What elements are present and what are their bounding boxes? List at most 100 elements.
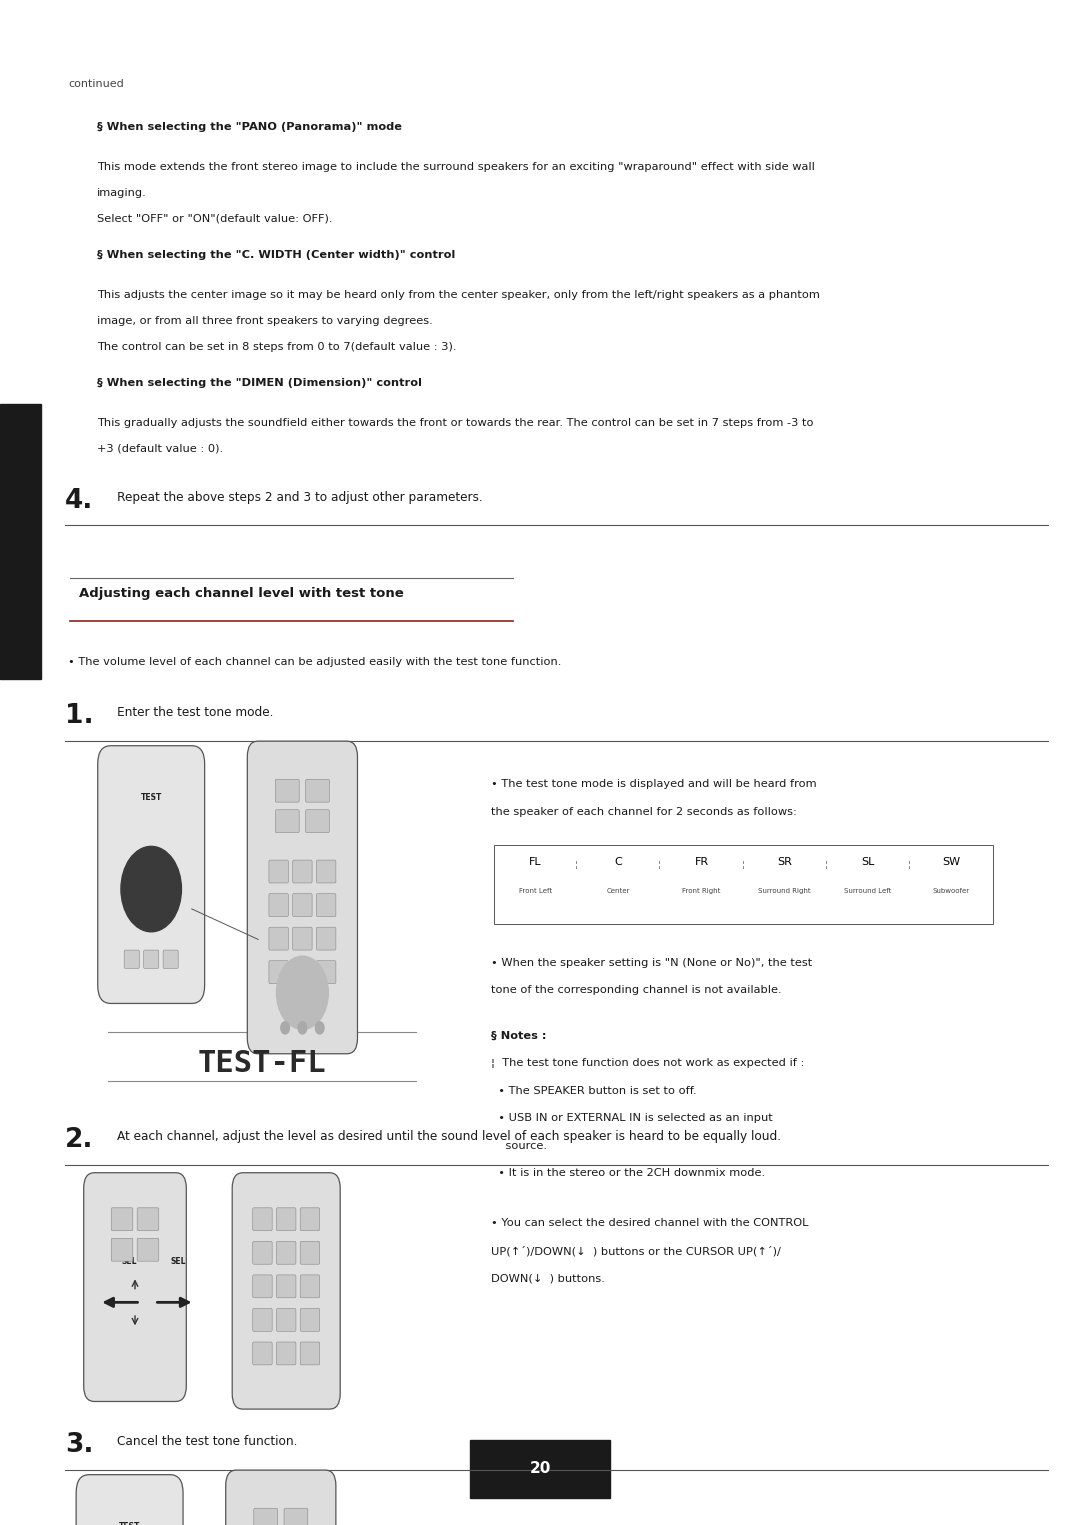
Text: Enter the test tone mode.: Enter the test tone mode. <box>117 706 273 720</box>
Text: ¦: ¦ <box>659 860 661 869</box>
FancyBboxPatch shape <box>253 1308 272 1331</box>
Text: ¦: ¦ <box>576 860 578 869</box>
Text: FL: FL <box>529 857 541 868</box>
FancyBboxPatch shape <box>253 1241 272 1264</box>
FancyBboxPatch shape <box>111 1238 133 1261</box>
FancyBboxPatch shape <box>306 779 329 802</box>
FancyBboxPatch shape <box>293 927 312 950</box>
FancyBboxPatch shape <box>97 746 205 1003</box>
Text: TEST-FL: TEST-FL <box>198 1049 326 1078</box>
Text: Select "OFF" or "ON"(default value: OFF).: Select "OFF" or "ON"(default value: OFF)… <box>97 214 333 224</box>
FancyBboxPatch shape <box>163 950 178 968</box>
Text: image, or from all three front speakers to varying degrees.: image, or from all three front speakers … <box>97 316 433 326</box>
Text: UP(↑´)/DOWN(↓  ) buttons or the CURSOR UP(↑´)/: UP(↑´)/DOWN(↓ ) buttons or the CURSOR UP… <box>491 1246 781 1257</box>
Text: Front Right: Front Right <box>683 888 720 894</box>
Circle shape <box>315 1022 324 1034</box>
Text: 4.: 4. <box>65 488 93 514</box>
Text: SEL: SEL <box>171 1257 186 1266</box>
Text: This adjusts the center image so it may be heard only from the center speaker, o: This adjusts the center image so it may … <box>97 290 820 300</box>
FancyBboxPatch shape <box>137 1208 159 1231</box>
Text: DOWN(↓  ) buttons.: DOWN(↓ ) buttons. <box>491 1273 605 1284</box>
FancyBboxPatch shape <box>276 1342 296 1365</box>
Text: • It is in the stereo or the 2CH downmix mode.: • It is in the stereo or the 2CH downmix… <box>491 1168 766 1179</box>
FancyBboxPatch shape <box>300 1208 320 1231</box>
Text: TEST: TEST <box>140 793 162 802</box>
FancyBboxPatch shape <box>111 1208 133 1231</box>
FancyBboxPatch shape <box>269 860 288 883</box>
Text: • The SPEAKER button is set to off.: • The SPEAKER button is set to off. <box>491 1086 697 1096</box>
Text: FR: FR <box>694 857 708 868</box>
Text: continued: continued <box>68 79 124 90</box>
FancyBboxPatch shape <box>124 950 139 968</box>
Bar <box>494 845 993 924</box>
FancyBboxPatch shape <box>316 860 336 883</box>
FancyBboxPatch shape <box>254 1508 278 1525</box>
FancyBboxPatch shape <box>144 950 159 968</box>
Text: ¦: ¦ <box>825 860 827 869</box>
FancyBboxPatch shape <box>269 961 288 984</box>
Text: ¦  The test tone function does not work as expected if :: ¦ The test tone function does not work a… <box>491 1058 805 1069</box>
Text: ENGLISH: ENGLISH <box>15 515 26 567</box>
FancyBboxPatch shape <box>269 894 288 917</box>
Text: Cancel the test tone function.: Cancel the test tone function. <box>117 1435 297 1449</box>
Text: Subwoofer: Subwoofer <box>932 888 970 894</box>
FancyBboxPatch shape <box>226 1470 336 1525</box>
Text: SEL: SEL <box>122 1257 137 1266</box>
FancyBboxPatch shape <box>137 1238 159 1261</box>
FancyBboxPatch shape <box>232 1173 340 1409</box>
Text: SW: SW <box>942 857 960 868</box>
Text: 2.: 2. <box>65 1127 93 1153</box>
Circle shape <box>281 1022 289 1034</box>
Text: § Notes :: § Notes : <box>491 1031 546 1042</box>
Text: § When selecting the "PANO (Panorama)" mode: § When selecting the "PANO (Panorama)" m… <box>97 122 402 133</box>
Text: • The test tone mode is displayed and will be heard from: • The test tone mode is displayed and wi… <box>491 779 818 790</box>
Text: Surround Right: Surround Right <box>758 888 811 894</box>
Circle shape <box>298 1022 307 1034</box>
Text: imaging.: imaging. <box>97 188 147 198</box>
Text: Adjusting each channel level with test tone: Adjusting each channel level with test t… <box>79 587 404 601</box>
FancyBboxPatch shape <box>275 779 299 802</box>
Text: +3 (default value : 0).: +3 (default value : 0). <box>97 444 224 454</box>
FancyBboxPatch shape <box>300 1308 320 1331</box>
Text: ¦: ¦ <box>742 860 744 869</box>
Text: SR: SR <box>778 857 792 868</box>
FancyBboxPatch shape <box>293 860 312 883</box>
Text: source.: source. <box>491 1141 548 1151</box>
Text: The control can be set in 8 steps from 0 to 7(default value : 3).: The control can be set in 8 steps from 0… <box>97 342 457 352</box>
Text: Repeat the above steps 2 and 3 to adjust other parameters.: Repeat the above steps 2 and 3 to adjust… <box>117 491 483 505</box>
FancyBboxPatch shape <box>300 1241 320 1264</box>
Text: C: C <box>615 857 622 868</box>
FancyBboxPatch shape <box>293 894 312 917</box>
Text: 20: 20 <box>529 1461 551 1476</box>
FancyBboxPatch shape <box>276 1208 296 1231</box>
Text: TEST: TEST <box>119 1522 140 1525</box>
FancyBboxPatch shape <box>316 961 336 984</box>
FancyBboxPatch shape <box>253 1208 272 1231</box>
Text: tone of the corresponding channel is not available.: tone of the corresponding channel is not… <box>491 985 782 996</box>
Text: This gradually adjusts the soundfield either towards the front or towards the re: This gradually adjusts the soundfield ei… <box>97 418 813 429</box>
Text: • USB IN or EXTERNAL IN is selected as an input: • USB IN or EXTERNAL IN is selected as a… <box>491 1113 773 1124</box>
FancyBboxPatch shape <box>269 927 288 950</box>
FancyBboxPatch shape <box>300 1275 320 1298</box>
Text: 1.: 1. <box>65 703 94 729</box>
FancyBboxPatch shape <box>275 810 299 833</box>
Text: Center: Center <box>607 888 630 894</box>
FancyBboxPatch shape <box>276 1275 296 1298</box>
FancyBboxPatch shape <box>253 1342 272 1365</box>
Text: § When selecting the "C. WIDTH (Center width)" control: § When selecting the "C. WIDTH (Center w… <box>97 250 456 261</box>
FancyBboxPatch shape <box>76 1475 183 1525</box>
FancyBboxPatch shape <box>284 1508 308 1525</box>
FancyBboxPatch shape <box>276 1241 296 1264</box>
Text: SL: SL <box>861 857 875 868</box>
FancyBboxPatch shape <box>253 1275 272 1298</box>
Text: 3.: 3. <box>65 1432 93 1458</box>
Text: ¦: ¦ <box>908 860 910 869</box>
Circle shape <box>276 956 328 1029</box>
FancyBboxPatch shape <box>316 894 336 917</box>
FancyBboxPatch shape <box>293 961 312 984</box>
Text: This mode extends the front stereo image to include the surround speakers for an: This mode extends the front stereo image… <box>97 162 815 172</box>
FancyBboxPatch shape <box>300 1342 320 1365</box>
FancyBboxPatch shape <box>276 1308 296 1331</box>
Bar <box>0 404 41 679</box>
FancyBboxPatch shape <box>306 810 329 833</box>
